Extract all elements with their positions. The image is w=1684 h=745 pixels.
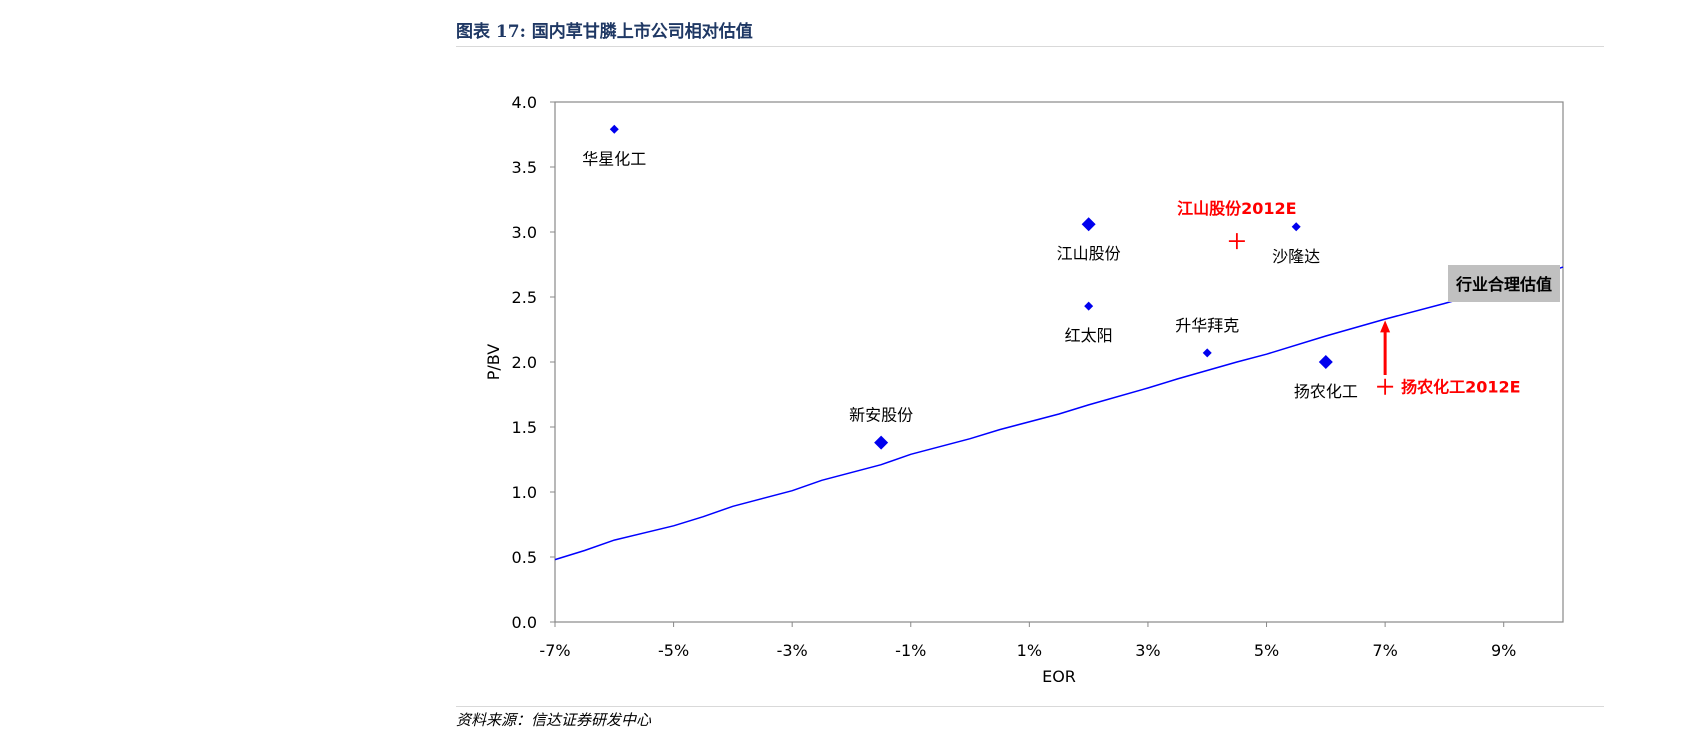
x-tick-label: -1% [895,641,926,660]
x-tick-label: 9% [1491,641,1516,660]
x-tick-label: 7% [1372,641,1397,660]
y-tick-label: 2.5 [512,288,537,307]
forecast-label: 扬农化工2012E [1401,378,1520,397]
y-tick-label: 3.5 [512,158,537,177]
y-tick-label: 0.5 [512,548,537,567]
point-label: 升华拜克 [1175,316,1239,335]
y-tick-label: 2.0 [512,353,537,372]
point-label: 沙隆达 [1272,247,1320,266]
valuation-line-label: 行业合理估值 [1455,275,1552,294]
data-point [1318,355,1333,369]
figure-title: 图表 17: 国内草甘膦上市公司相对估值 [456,20,1604,47]
x-axis-label: EOR [1042,667,1076,686]
forecast-marker [1377,378,1394,395]
forecast-layer: 江山股份2012E 扬农化工2012E [1177,199,1520,397]
y-axis-label: P/BV [484,344,503,381]
valuation-line-label-box [1448,265,1560,302]
data-point [1084,301,1094,311]
data-point [1291,222,1301,232]
x-tick-label: 1% [1017,641,1042,660]
scatter-chart: 0.0 0.5 1.0 1.5 2.0 2.5 3.0 3.5 4.0 -7% -5% -3% -1% 1… [484,93,1564,686]
forecast-label: 江山股份2012E [1177,199,1296,218]
x-tick-label: 5% [1254,641,1279,660]
x-tick-label: 3% [1135,641,1160,660]
plot-area [554,101,1564,623]
x-tick-label: -5% [658,641,689,660]
data-point [1081,217,1096,232]
y-tick-label: 4.0 [512,93,537,112]
valuation-line [554,266,1564,561]
x-tick-label: -7% [539,641,570,660]
figure-number: 图表 17: [456,22,526,42]
point-label: 华星化工 [582,149,646,168]
data-point [1202,348,1212,358]
data-point [874,435,889,450]
valuation-line-layer: 行业合理估值 [554,265,1564,561]
point-label: 红太阳 [1065,326,1113,345]
y-tick-label: 1.0 [512,483,537,502]
point-label: 扬农化工 [1294,382,1358,401]
forecast-marker [1228,233,1245,250]
axes: 0.0 0.5 1.0 1.5 2.0 2.5 3.0 3.5 4.0 -7% -5% -3% -1% 1… [512,93,1517,660]
figure-title-text: 国内草甘膦上市公司相对估值 [531,22,753,42]
source-note: 资料来源：信达证券研发中心 [456,706,1604,733]
point-label: 江山股份 [1057,244,1121,263]
point-label: 新安股份 [849,406,913,425]
x-tick-label: -3% [777,641,808,660]
y-tick-label: 1.5 [512,418,537,437]
arrow-head [1380,320,1391,333]
y-tick-label: 3.0 [512,223,537,242]
data-point [609,124,619,134]
y-tick-label: 0.0 [512,613,537,632]
